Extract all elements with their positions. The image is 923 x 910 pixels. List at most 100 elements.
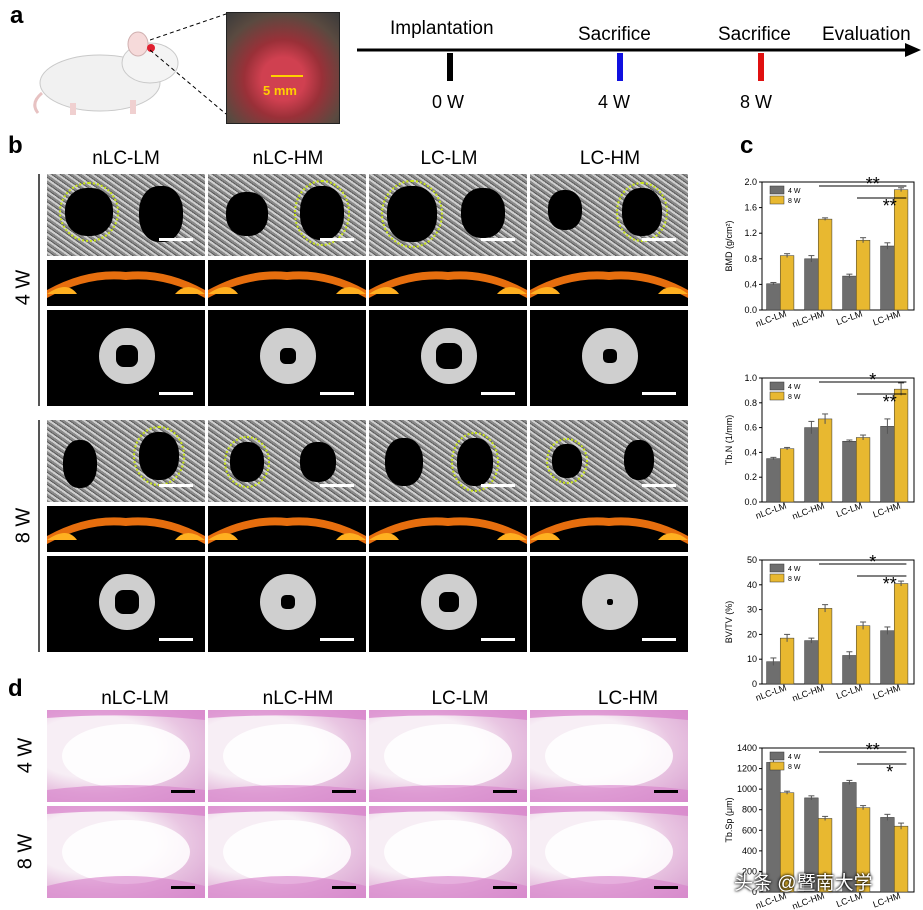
chart-frame [761, 181, 915, 311]
ct-defect-hole [139, 186, 183, 242]
ct-roi-circle [59, 182, 119, 242]
legend-swatch [769, 573, 785, 583]
b-row-bracket-4w [38, 174, 40, 406]
ct-section-image [47, 260, 205, 306]
bar [880, 630, 895, 685]
chart-frame [761, 377, 915, 503]
ct-roi-circle [616, 182, 668, 242]
ct-defect-void [280, 348, 296, 364]
scale-bar [320, 238, 354, 241]
scale-bar [320, 638, 354, 641]
x-tick-label: nLC-LM [754, 682, 788, 702]
b-col-label-4: LC-HM [579, 148, 641, 169]
ct-defect-void [603, 349, 617, 363]
scale-bar [481, 638, 515, 641]
scale-bar [493, 790, 517, 793]
ct-topview-image [47, 420, 205, 502]
y-tick-label: 200 [742, 866, 757, 876]
scale-bar [481, 238, 515, 241]
timeline-event-implantation: Implantation [390, 18, 494, 39]
x-tick-label: LC-HM [871, 682, 901, 701]
bar [779, 255, 795, 311]
ct-defect-image [47, 556, 205, 652]
ct-section-image [369, 506, 527, 552]
panel-letter-a: a [10, 2, 24, 29]
legend-swatch [769, 391, 785, 401]
ct-topview-image [530, 420, 688, 502]
timeline-time-4w: 4 W [598, 92, 631, 112]
bar [766, 283, 781, 311]
panel-letter-b: b [8, 132, 23, 159]
timeline-event-sacrifice-4w: Sacrifice [578, 24, 651, 45]
significance-marker: ** [866, 174, 880, 194]
ct-defect-image [47, 310, 205, 406]
b-col-label-1: nLC-LM [92, 148, 160, 169]
legend-swatch [769, 195, 785, 205]
significance-marker: ** [883, 196, 897, 216]
legend-label: 4 W [788, 566, 801, 573]
rat-illustration [33, 31, 179, 115]
timeline-tick-8w [758, 53, 764, 81]
scale-bar [481, 392, 515, 395]
legend-label: 8 W [788, 198, 801, 205]
legend-label: 8 W [788, 764, 801, 771]
timeline-tick-0w [447, 53, 453, 81]
scale-bar [642, 238, 676, 241]
bar [779, 637, 795, 685]
scale-bar [654, 790, 678, 793]
timeline-time-0w: 0 W [432, 92, 465, 112]
y-tick-label: 0.2 [744, 472, 757, 482]
bar [880, 426, 895, 503]
y-tick-label: 0 [752, 887, 757, 897]
significance-marker: ** [883, 574, 897, 594]
legend-swatch [769, 761, 785, 771]
legend-swatch [769, 381, 785, 391]
y-tick-label: 1.6 [744, 203, 757, 213]
scale-bar [159, 484, 193, 487]
y-tick-label: 0.6 [744, 423, 757, 433]
he-stain-image [369, 710, 527, 802]
scale-bar [320, 484, 354, 487]
he-stain-image [530, 710, 688, 802]
b-row-bracket-8w [38, 420, 40, 652]
ct-section-image [47, 506, 205, 552]
chart-frame [761, 559, 915, 685]
timeline-time-8w: 8 W [740, 92, 773, 112]
ct-defect-hole [624, 440, 654, 480]
bar [804, 640, 819, 685]
ct-section-image [530, 506, 688, 552]
d-row-label-4w: 4 W [14, 737, 37, 774]
significance-marker: * [869, 370, 876, 390]
ct-topview-image [369, 420, 527, 502]
ct-defect-hole [63, 440, 97, 488]
significance-marker: * [886, 762, 893, 782]
timeline-event-sacrifice-8w: Sacrifice [718, 24, 791, 45]
y-tick-label: 10 [747, 654, 757, 664]
ct-defect-image [208, 556, 366, 652]
ct-topview-image [208, 174, 366, 256]
ct-roi-circle [224, 436, 270, 488]
timeline-tick-4w [617, 53, 623, 81]
y-axis-label: BMD (g/cm²) [724, 221, 734, 272]
ct-defect-hole [548, 190, 582, 230]
y-tick-label: 30 [747, 605, 757, 615]
legend-swatch [769, 563, 785, 573]
y-tick-label: 1200 [737, 764, 757, 774]
bar [855, 625, 871, 685]
x-tick-label: nLC-HM [791, 500, 826, 521]
y-tick-label: 0.8 [744, 398, 757, 408]
ct-topview-image [47, 174, 205, 256]
defect-scale-line [271, 75, 303, 77]
d-col-label-1: nLC-LM [101, 688, 169, 709]
bar [842, 275, 857, 311]
scale-bar [654, 886, 678, 889]
ct-defect-image [369, 556, 527, 652]
bar [855, 437, 871, 503]
d-row-label-8w: 8 W [14, 833, 37, 870]
he-stain-image [47, 806, 205, 898]
x-tick-label: LC-LM [835, 308, 864, 327]
x-tick-label: LC-HM [871, 308, 901, 327]
ct-roi-circle [451, 432, 499, 492]
legend-label: 4 W [788, 754, 801, 761]
legend-label: 8 W [788, 576, 801, 583]
